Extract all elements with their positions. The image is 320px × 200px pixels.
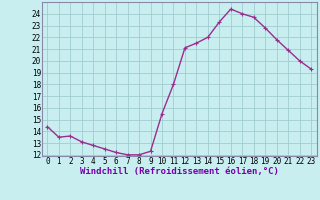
X-axis label: Windchill (Refroidissement éolien,°C): Windchill (Refroidissement éolien,°C) xyxy=(80,167,279,176)
